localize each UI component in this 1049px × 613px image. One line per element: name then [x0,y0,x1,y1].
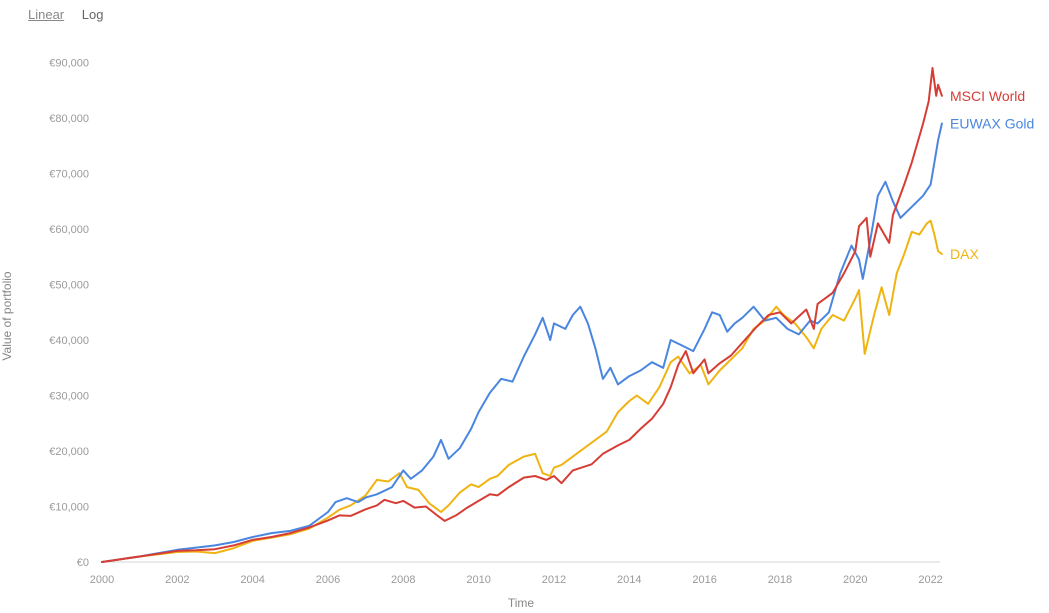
series-line-dax[interactable] [101,219,943,563]
x-axis-title: Time [508,596,535,610]
y-tick-label: €20,000 [49,446,89,458]
y-tick-label: €90,000 [49,58,89,70]
series-lines [101,67,943,563]
y-axis-ticks: €0 €10,000 €20,000 €30,000 €40,000 €50,000 €60… [49,58,89,570]
y-tick-label: €60,000 [49,224,89,236]
x-axis-ticks: 2000 2002 2004 2006 2008 2010 2012 2014 2016 2018… [90,574,943,586]
x-tick-label: 2016 [692,574,716,586]
x-tick-label: 2008 [391,574,415,586]
linear-scale-button[interactable]: Linear [28,7,65,22]
series-label-msci-world: MSCI World [950,88,1025,104]
x-tick-label: 2018 [768,574,792,586]
series-line-euwax-gold[interactable] [101,122,943,563]
x-tick-label: 2004 [240,574,264,586]
series-label-euwax-gold: EUWAX Gold [950,116,1034,132]
y-tick-label: €10,000 [49,502,89,514]
y-tick-label: €80,000 [49,113,89,125]
x-tick-label: 2000 [90,574,114,586]
x-tick-label: 2022 [918,574,942,586]
y-tick-label: €40,000 [49,335,89,347]
y-tick-label: €0 [77,557,89,569]
scale-toggle: Linear Log [28,7,117,22]
series-label-dax: DAX [950,246,979,262]
y-tick-label: €50,000 [49,280,89,292]
x-tick-label: 2012 [542,574,566,586]
y-axis-title: Value of portfolio [0,271,14,360]
x-tick-label: 2010 [466,574,490,586]
log-scale-button[interactable]: Log [81,7,104,22]
series-line-msci-world[interactable] [101,67,943,563]
series-labels: MSCI World EUWAX Gold DAX [950,88,1034,262]
y-tick-label: €30,000 [49,391,89,403]
x-tick-label: 2006 [316,574,340,586]
x-tick-label: 2020 [843,574,867,586]
y-tick-label: €70,000 [49,169,89,181]
x-tick-label: 2002 [165,574,189,586]
x-tick-label: 2014 [617,574,641,586]
